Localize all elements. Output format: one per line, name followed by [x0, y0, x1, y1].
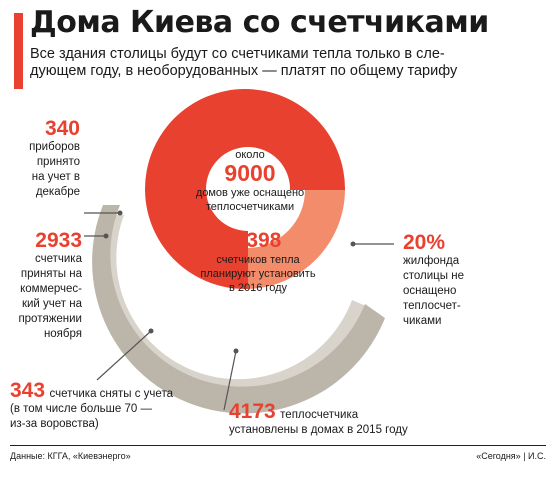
leader-dot	[117, 210, 123, 216]
accepted-label-line: принято	[36, 156, 80, 168]
page-subtitle: Все здания столицы будут со счетчиками т…	[30, 46, 542, 80]
page-title: Дома Киева со счетчиками	[30, 5, 489, 40]
leader-dot	[350, 241, 356, 247]
leader-installed	[223, 350, 237, 411]
leader-dots	[103, 210, 356, 354]
accepted-label-line: декабре	[35, 186, 80, 198]
footer-divider	[10, 445, 546, 446]
slice-installed	[145, 89, 346, 290]
leader-lines	[84, 212, 394, 411]
commercial-label-line: ноября	[43, 328, 82, 340]
source-note: Данные: КГГА, «Киевэнерго»	[10, 451, 131, 461]
accepted-label-line: приборов	[29, 141, 80, 153]
plan-label-line: в 2016 году	[229, 282, 287, 294]
nofit-label-line: оснащено	[403, 285, 457, 297]
leader-dot	[233, 348, 239, 354]
commercial-label-line: коммерчес-	[20, 283, 82, 295]
plan-value: 2398	[235, 229, 282, 252]
center-label-line: теплосчетчиками	[206, 201, 294, 213]
commercial-label-line: протяжении	[18, 313, 82, 325]
center-label-line: домов уже оснащено	[196, 187, 304, 199]
installed-label-line: теплосчетчика	[280, 409, 359, 421]
removed-annotation: 343 счетчика сняты с учета (в том числе …	[10, 380, 200, 432]
nofit-label-line: теплосчет-	[403, 300, 461, 312]
commercial-label-line: приняты на	[20, 268, 82, 280]
installed-value: 4173	[229, 400, 276, 423]
center-value: 9000	[224, 160, 275, 186]
nofit-label-line: столицы не	[403, 270, 464, 282]
nofit-annotation: 20% жилфонда столицы не оснащено теплосч…	[403, 232, 483, 329]
installed-label-line: установлены в домах в 2015 году	[229, 424, 408, 436]
commercial-value: 2933	[35, 229, 82, 252]
slice-not-installed	[248, 190, 345, 289]
accepted-annotation: 340 приборов принято на учет в декабре	[20, 118, 80, 200]
commercial-annotation: 2933 счетчика приняты на коммерчес- кий …	[12, 230, 82, 342]
plan-label-line: планируют установить	[200, 268, 315, 280]
commercial-label-line: кий учет на	[21, 298, 82, 310]
removed-label-line: счетчика сняты с учета	[49, 388, 173, 400]
subtitle-line: Все здания столицы будут со счетчиками т…	[30, 46, 445, 62]
subtitle-line: дующем году, в необорудованных — платят …	[30, 63, 458, 79]
accepted-value: 340	[44, 117, 80, 140]
removed-label-line: из-за воровства)	[10, 418, 99, 430]
leader-dot	[148, 328, 154, 334]
nofit-value: 20%	[403, 231, 446, 254]
center-about-label: около	[235, 149, 265, 161]
credit-note: «Сегодня» | И.С.	[476, 451, 546, 461]
donut-center	[210, 152, 286, 228]
title-accent-bar	[14, 13, 23, 89]
leader-dot	[103, 233, 109, 239]
nofit-label-line: жилфонда	[403, 255, 460, 267]
accepted-label-line: на учет в	[31, 171, 80, 183]
inner-labels: около 9000 домов уже оснащено теплосчетч…	[196, 149, 316, 294]
plan-label-line: счетчиков тепла	[216, 254, 300, 266]
commercial-label-line: счетчика	[35, 253, 82, 265]
removed-value: 343	[10, 379, 46, 402]
nofit-label-line: чиками	[403, 315, 442, 327]
leader-removed	[96, 330, 152, 381]
removed-label-line: (в том числе больше 70 —	[10, 403, 152, 415]
installed-annotation: 4173 теплосчетчика установлены в домах в…	[229, 401, 439, 438]
